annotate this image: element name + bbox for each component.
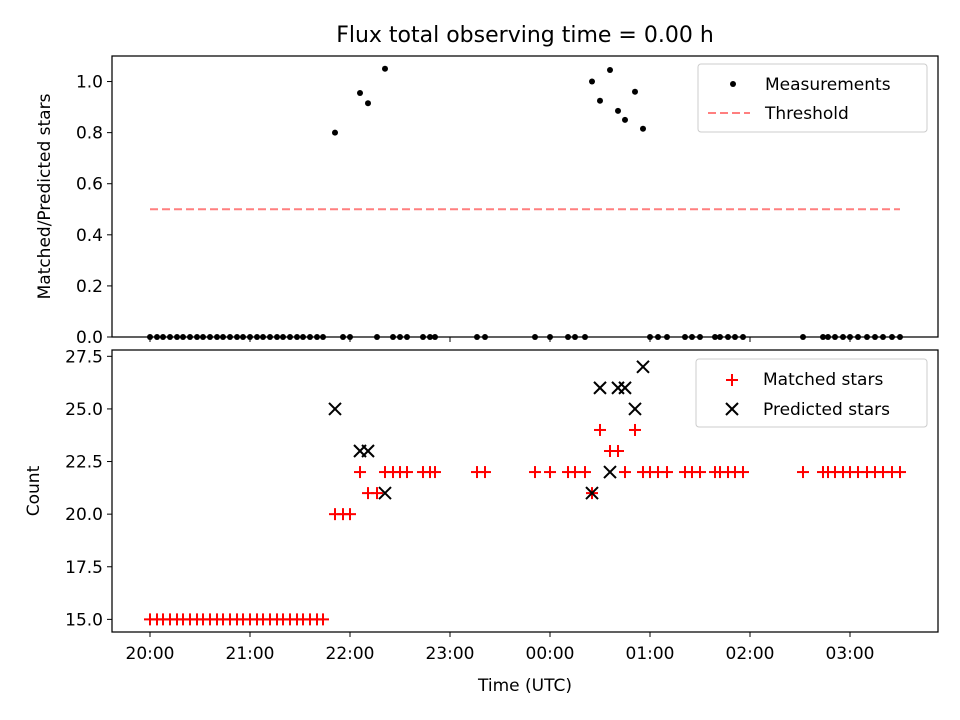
legend-predicted-label: Predicted stars — [763, 400, 890, 420]
y-tick-label: 22.5 — [65, 453, 103, 473]
y-tick-label: 0.6 — [76, 175, 103, 195]
measurement-point — [622, 116, 628, 123]
matched-star-point — [344, 508, 356, 521]
legend-measurements-marker — [730, 81, 736, 87]
matched-star-point — [429, 466, 441, 479]
matched-star-point — [797, 466, 809, 479]
measurements-y-axis: 0.0 0.2 0.4 0.6 0.8 1.0 — [76, 73, 112, 348]
y-tick-label: 15.0 — [65, 610, 103, 630]
matched-star-point — [694, 466, 706, 479]
counts-panel: 15.0 17.5 20.0 22.5 25.0 27.5 20:00 21:00 22:00… — [24, 347, 939, 696]
measurement-point — [597, 97, 603, 104]
measurements-x-ticks — [149, 337, 851, 342]
predicted-star-point — [603, 465, 617, 479]
x-tick-label: 00:00 — [526, 644, 575, 664]
measurement-point — [615, 107, 621, 114]
counts-axes-frame — [111, 349, 939, 633]
counts-x-axis-label: Time (UTC) — [477, 676, 572, 696]
matched-star-point — [619, 466, 631, 479]
predicted-star-point — [593, 381, 607, 395]
y-tick-label: 0.0 — [76, 328, 103, 348]
predicted-star-point — [628, 402, 642, 416]
matched-star-point — [354, 466, 366, 479]
y-tick-label: 17.5 — [65, 558, 103, 578]
matched-star-point — [737, 466, 749, 479]
counts-x-axis: 20:00 21:00 22:00 23:00 00:00 01:00 02:00 03:00 — [126, 632, 875, 664]
matched-star-point — [529, 466, 541, 479]
matched-star-point — [317, 613, 329, 626]
matched-star-point — [401, 466, 413, 479]
measurement-point — [365, 100, 371, 107]
x-tick-label: 02:00 — [726, 644, 775, 664]
predicted-star-point — [328, 402, 342, 416]
matched-star-point — [579, 466, 591, 479]
measurements-axes-frame — [111, 55, 939, 338]
legend-matched-label: Matched stars — [763, 370, 883, 390]
legend-box — [697, 63, 928, 133]
measurements-panel: 0.0 0.2 0.4 0.6 0.8 1.0 Matched/Predicted sta… — [35, 55, 939, 348]
legend-box — [695, 358, 928, 428]
measurements-legend: Measurements Threshold — [697, 63, 928, 133]
x-tick-label: 21:00 — [226, 644, 275, 664]
counts-plot-area — [144, 360, 906, 626]
counts-y-axis: 15.0 17.5 20.0 22.5 25.0 27.5 — [65, 347, 112, 630]
matched-star-point — [661, 466, 673, 479]
matched-star-point — [894, 466, 906, 479]
predicted-star-point — [636, 360, 650, 374]
y-tick-label: 0.8 — [76, 124, 103, 144]
matched-star-point — [629, 423, 641, 436]
y-tick-label: 27.5 — [65, 347, 103, 367]
legend-measurements-label: Measurements — [765, 75, 891, 95]
matched-star-point — [544, 466, 556, 479]
measurement-point — [640, 125, 646, 132]
x-tick-label: 01:00 — [626, 644, 675, 664]
predicted-star-point — [585, 486, 599, 500]
matched-star-point — [479, 466, 491, 479]
counts-legend: Matched stars Predicted stars — [695, 358, 928, 428]
matched-star-point — [612, 445, 624, 458]
x-tick-label: 23:00 — [426, 644, 475, 664]
matched-star-point — [371, 487, 383, 500]
measurement-point — [357, 90, 363, 97]
legend-predicted-marker — [725, 402, 739, 416]
measurement-point — [589, 78, 595, 85]
x-tick-label: 22:00 — [326, 644, 375, 664]
measurements-y-axis-label: Matched/Predicted stars — [35, 93, 55, 299]
y-tick-label: 25.0 — [65, 400, 103, 420]
measurement-point — [632, 88, 638, 95]
legend-threshold-label: Threshold — [764, 104, 849, 124]
predicted-star-point — [378, 486, 392, 500]
measurement-point — [607, 67, 613, 74]
measurement-point — [382, 65, 388, 72]
legend-matched-marker — [726, 374, 738, 386]
y-tick-label: 0.4 — [76, 226, 103, 246]
x-tick-label: 20:00 — [126, 644, 175, 664]
x-tick-label: 03:00 — [826, 644, 875, 664]
predicted-star-point — [361, 444, 375, 458]
y-tick-label: 1.0 — [76, 73, 103, 93]
y-tick-label: 0.2 — [76, 277, 103, 297]
matched-star-point — [594, 423, 606, 436]
measurement-point — [332, 129, 338, 136]
counts-y-axis-label: Count — [24, 465, 44, 516]
y-tick-label: 20.0 — [65, 505, 103, 525]
chart-title: Flux total observing time = 0.00 h — [336, 23, 714, 48]
predicted-star-point — [618, 381, 632, 395]
